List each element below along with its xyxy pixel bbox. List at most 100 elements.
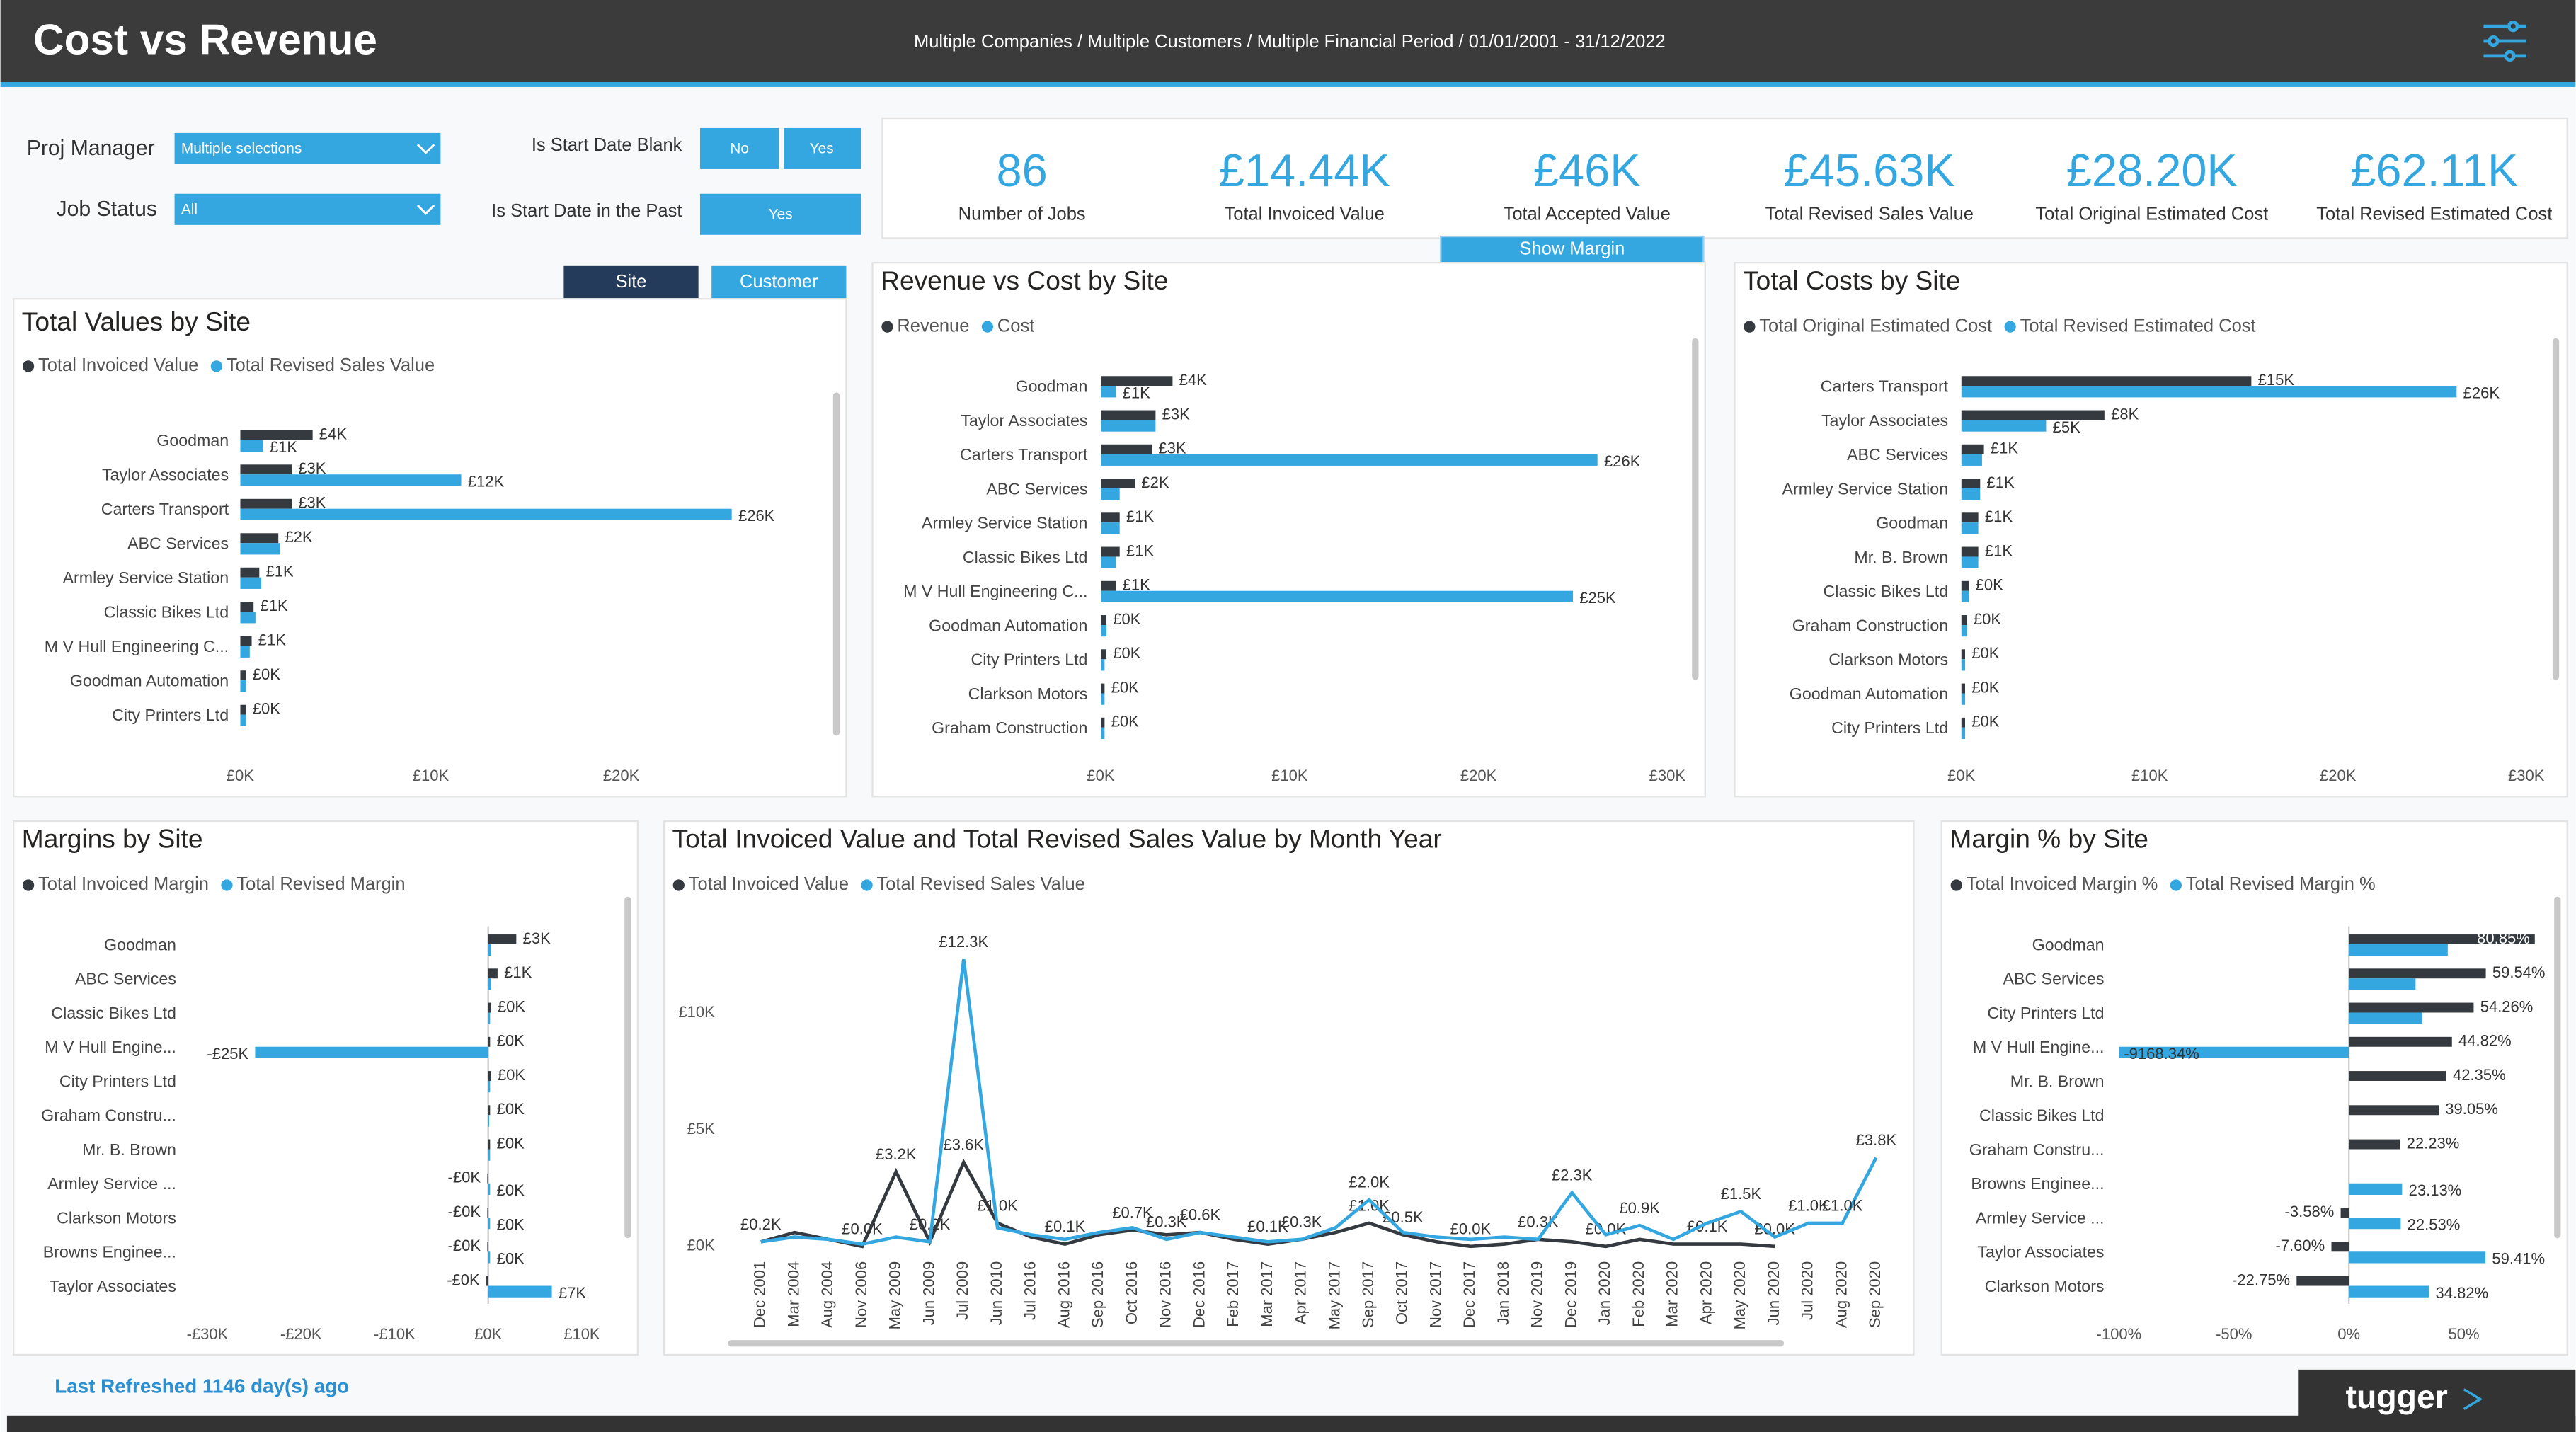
data-label: £0.1K [1687,1218,1728,1235]
data-label: £0K [497,1032,525,1050]
bar [488,1218,491,1230]
customer-button[interactable] [711,265,847,299]
kpi-label: Total Revised Estimated Cost [2316,205,2552,224]
bar [1101,386,1116,398]
bar [1961,454,1982,466]
data-label: £1K [258,631,286,649]
x-tick-label: £10K [563,1325,600,1343]
data-label: £0.0K [842,1220,883,1237]
site-button[interactable] [563,265,699,299]
scrollbar [624,896,631,1239]
legend-label: Total Revised Margin [236,874,405,894]
bar [2349,1071,2446,1081]
bar [487,1173,488,1184]
category-label: Clarkson Motors [1828,651,1948,669]
data-label: -£25K [207,1045,248,1062]
toggle-text: Yes [769,206,793,222]
show-margin-button[interactable] [1440,235,1705,264]
bar [255,1046,488,1058]
legend-label: Cost [997,316,1034,336]
data-label: £12K [468,473,505,491]
x-tick-label: Jul 2009 [954,1261,971,1320]
chart-title: Revenue vs Cost by Site [881,265,1168,295]
category-label: City Printers Ltd [971,651,1088,669]
bar [488,1251,491,1264]
toggle-text: No [730,141,749,157]
x-tick-label: Dec 2019 [1562,1261,1579,1328]
kpi-label: Number of Jobs [958,205,1086,224]
data-label: £1K [1985,542,2013,559]
data-label: -22.75% [2232,1271,2290,1288]
bar [240,474,462,486]
category-label: Carters Transport [1821,377,1949,396]
data-label: £0K [1971,678,1999,696]
data-label: £0K [497,1250,525,1268]
x-tick-label: £10K [1271,767,1308,784]
dropdown-value: Multiple selections [181,141,302,157]
data-label: £4K [319,425,347,443]
data-label: £0K [1976,576,2003,594]
data-label: £0K [1111,678,1139,696]
kpi-panel [881,117,2568,239]
filter-icon[interactable] [2483,20,2526,62]
bar [1961,556,1979,568]
dropdown[interactable] [174,193,441,225]
bar [1101,659,1105,671]
dropdown[interactable] [174,132,441,164]
data-label: 44.82% [2458,1032,2512,1050]
bar [488,1285,552,1298]
data-label: £1K [1126,508,1154,525]
bar [1101,444,1152,454]
x-tick-label: £30K [1649,767,1686,784]
data-label: £0K [1113,610,1140,628]
data-label: £0.6K [1180,1206,1221,1224]
category-label: Clarkson Motors [1985,1277,2105,1295]
bar [240,670,246,681]
legend-label: Revenue [897,316,969,336]
data-label: £0K [1113,644,1140,662]
x-tick-label: £30K [2508,767,2545,784]
bar [1961,624,1967,637]
category-label: Goodman [2032,935,2105,953]
bar [1961,546,1979,557]
data-label: £0K [498,1066,525,1084]
bar [2349,1218,2401,1230]
category-label: Armley Service ... [1976,1208,2105,1227]
x-tick-label: £0K [227,767,254,784]
legend-dot [2004,321,2016,333]
data-label: £1K [1987,474,2015,491]
scrollbar [2552,338,2560,680]
category-label: Browns Enginee... [43,1243,176,1261]
toggle-button[interactable] [699,193,861,235]
bar [240,680,246,692]
data-label: £1.0K [1788,1196,1829,1214]
toggle-button[interactable] [784,127,861,169]
bar [1961,479,1981,488]
data-label: 23.13% [2409,1181,2462,1199]
toggle-button[interactable] [699,127,779,169]
x-tick-label: Dec 2001 [751,1261,769,1328]
category-label: ABC Services [1847,445,1948,464]
data-label: £1.0K [1822,1196,1863,1214]
data-label: £0K [253,665,280,683]
bar [1961,522,1979,534]
data-label: £0K [497,1100,525,1118]
bar [488,1183,491,1195]
data-label: £2K [1141,474,1169,491]
bar [1961,488,1981,500]
chart-panel [13,298,847,798]
data-label: £0K [1974,610,2001,628]
bar [1101,615,1107,625]
bar [2349,1012,2423,1024]
logo-arrow [2463,1388,2483,1411]
data-label: 59.54% [2492,963,2546,981]
bar [1961,727,1966,739]
category-label: Clarkson Motors [968,685,1088,703]
x-tick-label: Mar 2020 [1664,1261,1681,1327]
bar [240,704,246,715]
bar [240,533,279,544]
category-label: ABC Services [75,970,176,988]
x-tick-label: Jul 2016 [1021,1261,1039,1320]
category-label: Classic Bikes Ltd [1979,1106,2105,1125]
bar [1101,420,1156,432]
